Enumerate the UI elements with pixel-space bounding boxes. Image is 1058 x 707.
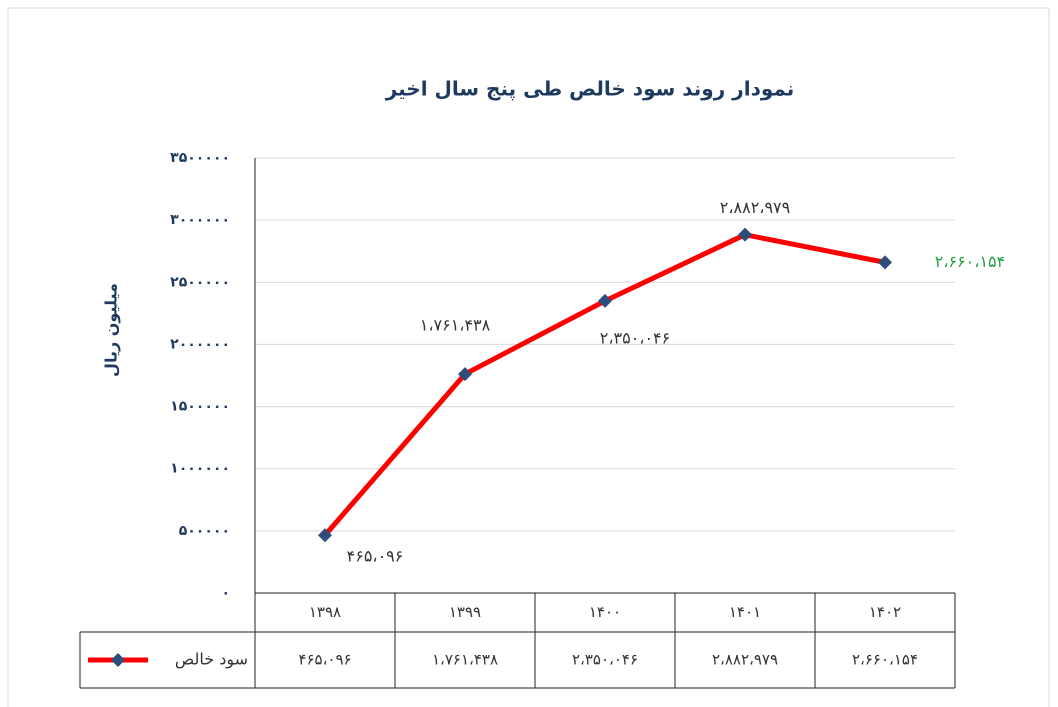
- marker: [738, 227, 752, 242]
- chart-title: نمودار روند سود خالص طی پنج سال اخیر: [385, 77, 795, 102]
- y-tick-label: ۱۰۰۰۰۰۰: [170, 461, 230, 477]
- marker: [598, 293, 612, 308]
- marker: [878, 255, 892, 270]
- x-tick-label: ۱۴۰۱: [729, 603, 761, 621]
- y-tick-label: ۳۵۰۰۰۰۰: [170, 150, 230, 166]
- data-label: ۲،۳۵۰،۰۴۶: [600, 328, 670, 347]
- y-tick-label: ۲۵۰۰۰۰۰: [170, 274, 230, 290]
- table-value: ۲،۸۸۲،۹۷۹: [712, 651, 778, 669]
- x-tick-label: ۱۳۹۹: [449, 603, 481, 621]
- table-value: ۱،۷۶۱،۴۳۸: [432, 651, 498, 669]
- marker: [458, 367, 472, 382]
- chart-border: [7, 7, 1050, 707]
- data-label: ۱،۷۶۱،۴۳۸: [420, 316, 491, 335]
- legend-label: سود خالص: [175, 650, 248, 670]
- x-tick-label: ۱۴۰۰: [589, 603, 621, 621]
- table-value: ۴۶۵،۰۹۶: [298, 651, 351, 669]
- y-tick-label: ۳۰۰۰۰۰۰: [170, 212, 230, 228]
- y-axis-label: میلیون ریال: [102, 283, 121, 377]
- table-value: ۲،۳۵۰،۰۴۶: [572, 651, 638, 669]
- data-label: ۲،۸۸۲،۹۷۹: [720, 198, 790, 217]
- x-tick-label: ۱۴۰۲: [869, 603, 901, 621]
- y-tick-label: ۵۰۰۰۰۰: [179, 523, 230, 539]
- data-label: ۴۶۵،۰۹۶: [347, 547, 404, 566]
- data-label: ۲،۶۶۰،۱۵۴: [935, 252, 1005, 271]
- x-tick-label: ۱۳۹۸: [309, 603, 341, 621]
- y-tick-label: ۱۵۰۰۰۰۰: [170, 399, 230, 415]
- legend-marker: [111, 653, 125, 667]
- y-tick-label: ۲۰۰۰۰۰۰: [170, 336, 230, 352]
- table-value: ۲،۶۶۰،۱۵۴: [852, 651, 918, 669]
- y-tick-label: ۰: [221, 585, 230, 601]
- marker: [318, 528, 332, 543]
